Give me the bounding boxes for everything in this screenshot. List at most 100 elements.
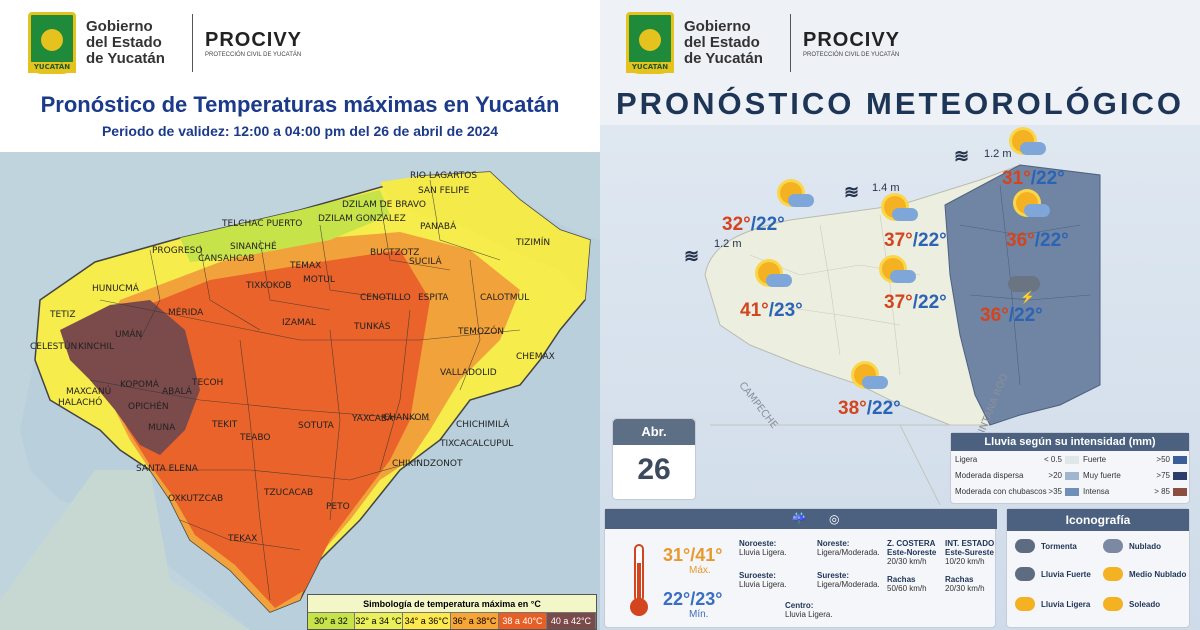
summary-header	[605, 509, 997, 529]
forecast-title: PRONÓSTICO METEOROLÓGICO	[615, 86, 1184, 121]
district-label: KOPOMÁ	[120, 380, 159, 390]
district-label: HUNUCMÁ	[92, 284, 139, 294]
procivy-brand: PROCIVY PROTECCIÓN CIVIL DE YUCATÁN	[205, 29, 302, 58]
wind-interior-title: INT. ESTADO	[945, 539, 995, 548]
wave-height-west: 1.2 m	[714, 238, 742, 250]
rain-value: > 85	[1154, 487, 1170, 496]
district-label: TEABO	[240, 433, 271, 443]
summary-card: ☔ ◎ 31°/41° Máx. 22°/23° Mín. Noroeste: L…	[604, 508, 997, 628]
legend-swatch: 34° a 36°C	[403, 613, 451, 629]
region-southwest: Suroeste: Lluvia Ligera.	[739, 571, 787, 589]
gov-line-2: del Estado	[684, 34, 760, 51]
wave-icon: ≋	[844, 182, 860, 202]
rain-value: >35	[1048, 487, 1062, 496]
district-label: CANSAHCAB	[198, 254, 255, 264]
yucatan-temperature-map	[0, 152, 600, 630]
region-northeast: Noreste: Ligera/Moderada.	[817, 539, 880, 557]
procivy-subtitle: PROTECCIÓN CIVIL DE YUCATÁN	[205, 51, 302, 58]
logo-divider	[192, 14, 193, 72]
district-label: TECOH	[192, 378, 224, 388]
cloud-icon	[1103, 539, 1123, 553]
district-label: PROGRESO	[152, 246, 203, 256]
government-name: Gobierno del Estado de Yucatán	[86, 19, 186, 67]
summary-max-label: Máx.	[689, 565, 711, 576]
district-label: OXKUTZCAB	[168, 494, 224, 504]
max-temp: 31°	[1002, 168, 1031, 189]
district-label: TEMOZÓN	[458, 327, 505, 337]
region-name: Suroeste:	[739, 571, 776, 580]
iconography-item: Soleado	[1103, 597, 1187, 611]
district-label: VALLADOLID	[440, 368, 497, 378]
wind-coastal-gust-label: Rachas	[887, 575, 916, 584]
rain-legend-item: Moderada con chubascos >35	[955, 487, 1079, 496]
rain-swatch	[1065, 455, 1079, 464]
rain-label: Muy fuerte	[1083, 471, 1121, 480]
gov-line-1: Gobierno	[86, 18, 153, 35]
max-temp: 41°	[740, 300, 769, 321]
rain-swatch	[1173, 487, 1187, 496]
storm-icon	[1015, 539, 1035, 553]
gov-line-3: de Yucatán	[684, 50, 763, 67]
rain-legend-header: Lluvia según su intensidad (mm)	[951, 433, 1189, 451]
district-label: CENOTILLO	[360, 293, 411, 303]
wind-interior-gust: 20/30 km/h	[945, 584, 985, 593]
legend-swatch: 38 a 40°C	[499, 613, 547, 629]
government-logo-right: YUCATÁN Gobierno del Estado de Yucatán P…	[626, 12, 900, 74]
min-temp: /22°	[1034, 230, 1069, 251]
wind-coastal: Z. COSTERA Este-Noreste 20/30 km/h Racha…	[887, 539, 936, 593]
rain-label: Fuerte	[1083, 455, 1107, 464]
legend-row: 30° a 32 °C32° a 34 °C34° a 36°C36° a 38…	[308, 613, 596, 629]
min-temp: /22°	[866, 398, 901, 419]
rain-label: Moderada dispersa	[955, 471, 1024, 480]
district-label: CHEMAX	[516, 352, 555, 362]
city-temperature: 31°/22°	[1002, 168, 1065, 190]
yucatan-seal-icon: YUCATÁN	[28, 12, 76, 74]
rain-swatch	[1173, 455, 1187, 464]
wave-icon: ≋	[954, 146, 970, 166]
date-card: Abr. 26	[612, 418, 696, 500]
district-label: IZAMAL	[282, 318, 316, 328]
district-label: TIXCACALCUPUL	[440, 439, 514, 449]
wave-height-north: 1.4 m	[872, 182, 900, 194]
heavy-rain-icon	[1015, 567, 1035, 581]
region-text: Lluvia Ligera.	[739, 548, 787, 557]
city-temperature: 32°/22°	[722, 214, 785, 236]
date-day: 26	[637, 453, 671, 486]
iconography-label: Medio Nublado	[1129, 569, 1187, 579]
district-label: SINANCHÉ	[230, 242, 277, 252]
iconography-item: Medio Nublado	[1103, 567, 1187, 581]
district-label: MAXCANÚ	[66, 387, 112, 397]
wind-interior-direction: Este-Sureste	[945, 548, 994, 557]
seal-tag: YUCATÁN	[626, 62, 674, 73]
procivy-title: PROCIVY	[803, 28, 901, 51]
summary-max-temp: 31°/41°	[663, 545, 723, 565]
partly-cloudy-icon	[884, 196, 918, 226]
rain-swatch	[1065, 487, 1079, 496]
min-temp: /22°	[1008, 305, 1043, 326]
city-temperature: 41°/23°	[740, 300, 803, 322]
weather-forecast-panel: YUCATÁN Gobierno del Estado de Yucatán P…	[600, 0, 1200, 630]
district-label: SUCILÁ	[409, 257, 442, 267]
procivy-title: PROCIVY	[205, 28, 303, 51]
procivy-brand: PROCIVY PROTECCIÓN CIVIL DE YUCATÁN	[803, 29, 900, 58]
legend-swatch: 36° a 38°C	[451, 613, 499, 629]
wave-icon: ≋	[684, 246, 700, 266]
iconography-label: Lluvia Fuerte	[1041, 569, 1091, 579]
city-temperature: 36°/22°	[1006, 230, 1069, 252]
district-label: DZILAM DE BRAVO	[342, 200, 426, 210]
region-northwest: Noroeste: Lluvia Ligera.	[739, 539, 787, 557]
district-label: TIXKOKOB	[246, 281, 292, 291]
city-temperature: 38°/22°	[838, 398, 901, 420]
max-temp: 36°	[980, 305, 1009, 326]
district-label: SOTUTA	[298, 421, 334, 431]
thermometer-icon	[630, 544, 648, 616]
wind-coastal-gust: 50/60 km/h	[887, 584, 927, 593]
district-label: KINCHIL	[78, 342, 115, 352]
page-title: Pronóstico de Temperaturas máximas en Yu…	[40, 92, 560, 117]
iconography-label: Lluvia Ligera	[1041, 599, 1091, 609]
city-temperature: 37°/22°	[884, 292, 947, 314]
max-temp: 36°	[1006, 230, 1035, 251]
wave-height-east: 1.2 m	[984, 148, 1012, 160]
rain-cloud-icon: ☔	[791, 512, 808, 527]
district-label: ABALÁ	[162, 387, 192, 397]
